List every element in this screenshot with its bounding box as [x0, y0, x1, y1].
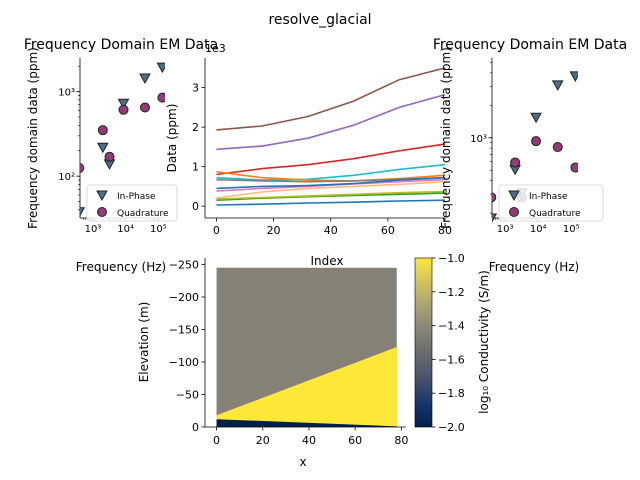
quadrature-point	[570, 162, 578, 173]
y-tick-label: −200	[169, 291, 199, 304]
figure-suptitle: resolve_glacial	[268, 12, 371, 28]
y-tick-label: 10²	[58, 172, 75, 183]
quadrature-point	[80, 163, 85, 173]
y-tick-label: 0	[192, 200, 199, 213]
data-series-line	[216, 180, 445, 199]
x-axis-label: x	[299, 455, 306, 469]
inphase-point	[569, 71, 578, 82]
x-tick-label: 10⁴	[530, 224, 547, 235]
quadrature-point	[139, 102, 150, 113]
colorbar-tick-label: −1.4	[438, 320, 465, 333]
x-tick-label: 40	[324, 224, 338, 237]
quadrature-point	[552, 142, 563, 153]
data-series-line	[216, 176, 445, 190]
quadrature-point	[104, 151, 115, 162]
colorbar-tick-label: −2.0	[438, 421, 465, 434]
inphase-point	[530, 112, 542, 124]
x-tick-label: 60	[348, 434, 362, 447]
quadrature-point	[118, 104, 129, 115]
x-tick-label: 0	[213, 434, 220, 447]
inphase-point	[96, 142, 109, 154]
x-axis-label: Frequency (Hz)	[76, 260, 167, 274]
x-tick-label: 10³	[497, 224, 514, 235]
colorbar-tick-label: −1.6	[438, 353, 465, 366]
x-tick-label: 10⁴	[117, 224, 134, 235]
colorbar-tick-label: −1.2	[438, 286, 465, 299]
data-series-line	[216, 143, 445, 176]
colorbar	[414, 257, 433, 428]
colorbar-tick-label: −1.0	[438, 252, 465, 265]
x-axis-label: Index	[310, 254, 343, 268]
data-series-line	[216, 199, 445, 206]
y-tick-label: −50	[176, 389, 199, 402]
conductivity-section-panel: 0 20 40 60 80 0 −50 −100 −150 −200 −250 x Elevation …	[137, 252, 491, 469]
y-tick-label: 10³	[470, 134, 487, 145]
legend-quadrature-label: Quadrature	[529, 209, 581, 219]
y-tick-label: 3	[192, 82, 199, 95]
x-tick-label: 10⁵	[150, 224, 167, 235]
x-tick-label: 0	[213, 224, 220, 237]
x-tick-label: 40	[302, 434, 316, 447]
x-tick-label: 80	[394, 434, 408, 447]
quadrature-point	[97, 125, 108, 136]
inphase-point	[492, 213, 498, 223]
x-tick-label: 20	[256, 434, 270, 447]
y-tick-label: 2	[192, 121, 199, 134]
legend-box	[86, 184, 178, 222]
legend-inphase-marker	[96, 190, 108, 202]
y-tick-label: −250	[169, 259, 199, 272]
quadrature-point	[510, 157, 521, 168]
x-tick-label: 60	[381, 224, 395, 237]
data-series-line	[216, 163, 445, 181]
legend-quadrature-marker	[509, 207, 519, 217]
inphase-point	[117, 98, 130, 110]
data-series-line	[216, 190, 445, 200]
legend-inphase-marker	[508, 190, 520, 202]
quadrature-point	[492, 192, 497, 203]
y-tick-label: −150	[169, 324, 199, 337]
colorbar-label: log₁₀ Conductivity (S/m)	[477, 270, 491, 414]
y-tick-label: 10³	[58, 88, 75, 99]
y-axis-label: Elevation (m)	[137, 302, 151, 383]
data-series-line	[216, 93, 445, 151]
x-tick-label: 10⁵	[563, 224, 580, 235]
y-axis-label: Data (ppm)	[165, 104, 179, 173]
inphase-point	[139, 73, 151, 85]
x-tick-label: 20	[267, 224, 281, 237]
quadrature-point	[157, 92, 165, 103]
right-data-panel: 10³ 10⁴ 10⁵ 10³ In-Phase Quadrature Frequency …	[433, 37, 627, 274]
bedrock-layer	[216, 419, 397, 427]
legend-inphase-label: In-Phase	[529, 192, 568, 202]
quadrature-point	[531, 136, 542, 147]
x-tick-label: 10³	[85, 224, 102, 235]
inphase-point	[80, 207, 86, 217]
panel-title: Frequency Domain EM Data	[24, 37, 218, 53]
y-axis-label: Frequency domain data (ppm)	[439, 47, 453, 229]
middle-data-panel: 0 20 40 60 80 0 1 2 3 1e3 Index Data (ppm)	[165, 42, 452, 268]
x-tick-label: 80	[438, 224, 452, 237]
legend-inphase-label: In-Phase	[117, 192, 156, 202]
legend-quadrature-marker	[97, 207, 107, 217]
y-tick-label: 1	[192, 161, 199, 174]
colorbar-tick-label: −1.8	[438, 387, 465, 400]
legend-box	[498, 184, 604, 222]
conductive-layer	[216, 347, 397, 427]
y-axis-label: Frequency domain data (ppm)	[26, 47, 40, 229]
legend-quadrature-label: Quadrature	[117, 209, 169, 219]
data-series-line	[216, 67, 445, 131]
inphase-point	[156, 62, 165, 74]
x-axis-label: Frequency (Hz)	[489, 260, 580, 274]
panel-title: Frequency Domain EM Data	[433, 37, 627, 53]
left-data-panel: 10³ 10⁴ 10⁵ 10² 10³ In-Phase Quadrature Frequen…	[24, 37, 218, 274]
y-tick-label: 0	[192, 421, 199, 434]
y-tick-label: −100	[169, 356, 199, 369]
y-offset-label: 1e3	[205, 42, 226, 55]
inphase-point	[551, 80, 564, 91]
